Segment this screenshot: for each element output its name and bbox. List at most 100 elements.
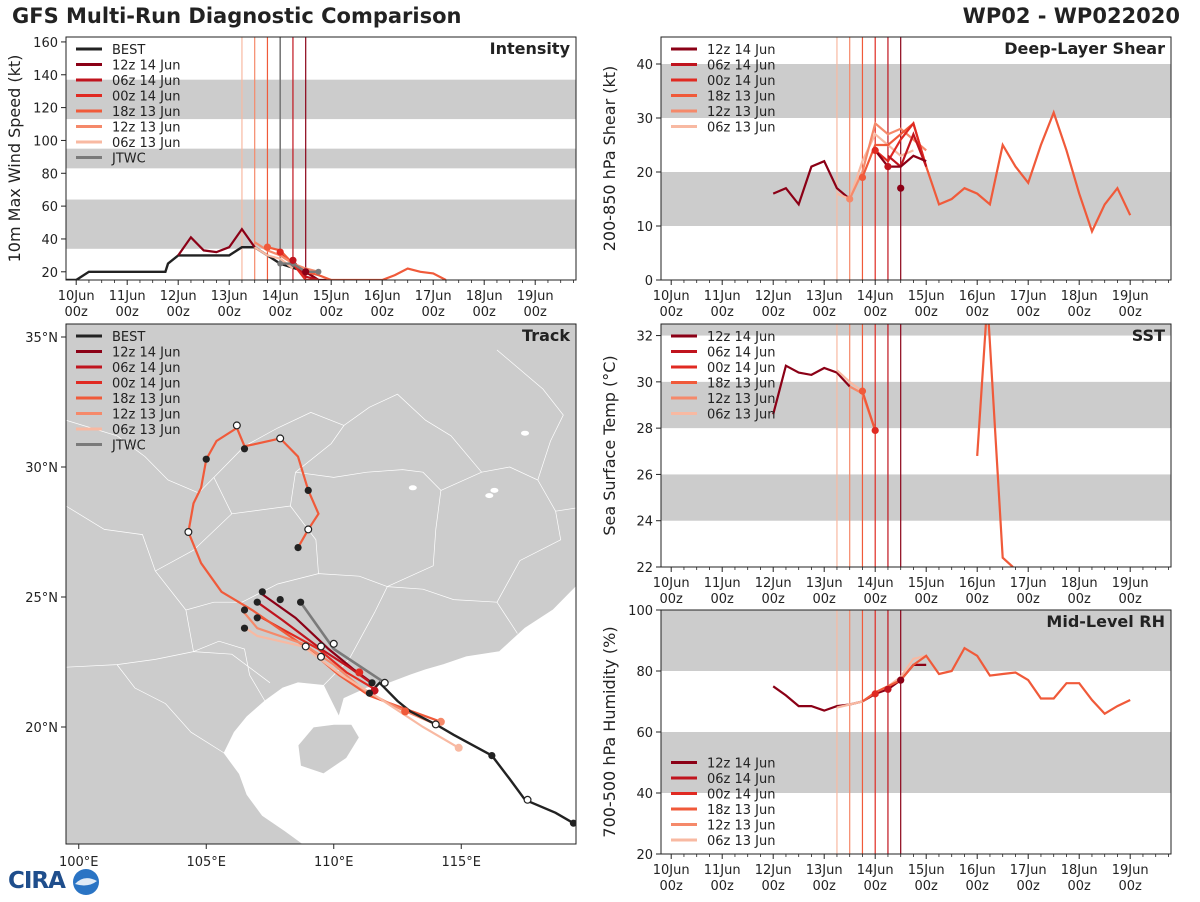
shade-band	[661, 474, 1171, 521]
track-point-filled	[276, 596, 284, 604]
jtwc-point	[277, 260, 284, 267]
x-tick-label: 10Jun	[653, 863, 690, 878]
x-tick-label: 00z	[1119, 879, 1143, 894]
y-tick-label: 24	[636, 515, 653, 530]
track-line	[241, 609, 437, 726]
legend-label: 12z 14 Jun	[112, 346, 181, 361]
province-border	[66, 419, 215, 494]
data-point	[871, 146, 879, 154]
legend-label: BEST	[112, 330, 145, 345]
track-point-filled	[258, 588, 266, 596]
track-point-filled	[240, 624, 249, 632]
x-tick-label: 17Jun	[1010, 289, 1047, 304]
track-point-filled	[297, 598, 305, 606]
x-tick-label: 00z	[524, 305, 548, 320]
track-point	[454, 743, 463, 752]
legend-label: 18z 13 Jun	[707, 377, 776, 392]
axes-frame	[660, 323, 1172, 568]
y-tick-label: 20	[636, 166, 653, 181]
track-point-filled	[253, 614, 261, 622]
track-point-filled	[240, 445, 249, 453]
legend-label: 12z 14 Jun	[707, 757, 776, 772]
x-tick-label: 19Jun	[1112, 863, 1149, 878]
panel-shear: 01020304010Jun00z11Jun00z12Jun00z13Jun00…	[600, 36, 1172, 320]
province-border	[66, 651, 271, 684]
legend-label: 06z 14 Jun	[112, 74, 181, 89]
legend-label: 12z 14 Jun	[112, 59, 181, 74]
x-tick-label: 11Jun	[704, 863, 741, 878]
x-tick-label: 00z	[864, 592, 888, 607]
x-tick-label: 19Jun	[1112, 576, 1149, 591]
track-point-open	[317, 652, 326, 661]
shade-band	[661, 172, 1171, 226]
lat-tick-label: 35°N	[25, 331, 58, 346]
lat-tick-label: 30°N	[25, 461, 58, 476]
track-point-open	[301, 642, 310, 651]
track-point-open	[184, 527, 193, 536]
x-tick-label: 00z	[813, 305, 837, 320]
track-point-filled	[202, 455, 210, 463]
province-border	[323, 586, 518, 686]
x-tick-label: 14Jun	[857, 863, 894, 878]
x-tick-label: 00z	[660, 879, 684, 894]
x-tick-label: 17Jun	[1010, 863, 1047, 878]
x-tick-label: 00z	[65, 305, 89, 320]
y-axis-label: 700-500 hPa Humidity (%)	[600, 626, 619, 837]
series-line	[836, 369, 864, 392]
province-border	[555, 507, 576, 512]
series-line	[848, 121, 927, 200]
x-tick-label: 17Jun	[1010, 576, 1047, 591]
legend-label: 00z 14 Jun	[707, 361, 776, 376]
map-frame	[65, 323, 577, 845]
province-border	[496, 349, 564, 481]
legend-label: 18z 13 Jun	[707, 90, 776, 105]
lon-tick-label: 115°E	[441, 855, 481, 870]
x-tick-label: 12Jun	[755, 289, 792, 304]
lake	[521, 430, 529, 436]
legend-label: 18z 13 Jun	[112, 105, 181, 120]
x-tick-label: 00z	[711, 592, 735, 607]
lon-tick-label: 105°E	[186, 855, 226, 870]
x-tick-label: 00z	[660, 305, 684, 320]
panel-title: Deep-Layer Shear	[1004, 39, 1165, 58]
x-tick-label: 00z	[473, 305, 497, 320]
x-tick-label: 00z	[711, 879, 735, 894]
x-tick-label: 15Jun	[908, 863, 945, 878]
shade-band	[661, 381, 1171, 429]
x-tick-label: 12Jun	[755, 576, 792, 591]
data-point	[302, 268, 310, 276]
lake	[485, 493, 494, 499]
x-tick-label: 00z	[966, 305, 990, 320]
x-tick-label: 00z	[1068, 305, 1092, 320]
legend-label: 06z 14 Jun	[707, 59, 776, 74]
x-tick-label: 00z	[966, 592, 990, 607]
legend-label: BEST	[112, 43, 145, 58]
data-point	[897, 676, 905, 684]
series-line	[305, 270, 332, 280]
x-tick-label: 00z	[1017, 305, 1041, 320]
x-tick-label: 10Jun	[653, 576, 690, 591]
y-tick-label: 60	[636, 726, 653, 741]
series-line	[861, 109, 1132, 235]
legend-label: 18z 13 Jun	[707, 803, 776, 818]
best-track	[368, 681, 575, 825]
series-line	[772, 364, 851, 415]
track-point-filled	[253, 598, 261, 606]
x-tick-label: 00z	[762, 879, 786, 894]
legend-label: 12z 13 Jun	[112, 408, 181, 423]
province-border	[290, 406, 370, 507]
x-tick-label: 00z	[371, 305, 395, 320]
lat-tick-label: 20°N	[25, 721, 58, 736]
x-tick-label: 16Jun	[959, 863, 996, 878]
y-tick-label: 80	[41, 167, 58, 182]
figure-title: GFS Multi-Run Diagnostic Comparison	[12, 4, 462, 28]
track-point-filled	[365, 689, 374, 697]
series-line	[874, 121, 928, 167]
data-point	[276, 248, 284, 256]
y-axis-label: Sea Surface Temp (°C)	[600, 355, 619, 535]
jtwc-line	[280, 262, 319, 273]
lon-tick-label: 110°E	[314, 855, 354, 870]
data-point	[884, 685, 892, 693]
legend-label: 06z 13 Jun	[707, 408, 776, 423]
x-tick-label: 13Jun	[806, 863, 843, 878]
